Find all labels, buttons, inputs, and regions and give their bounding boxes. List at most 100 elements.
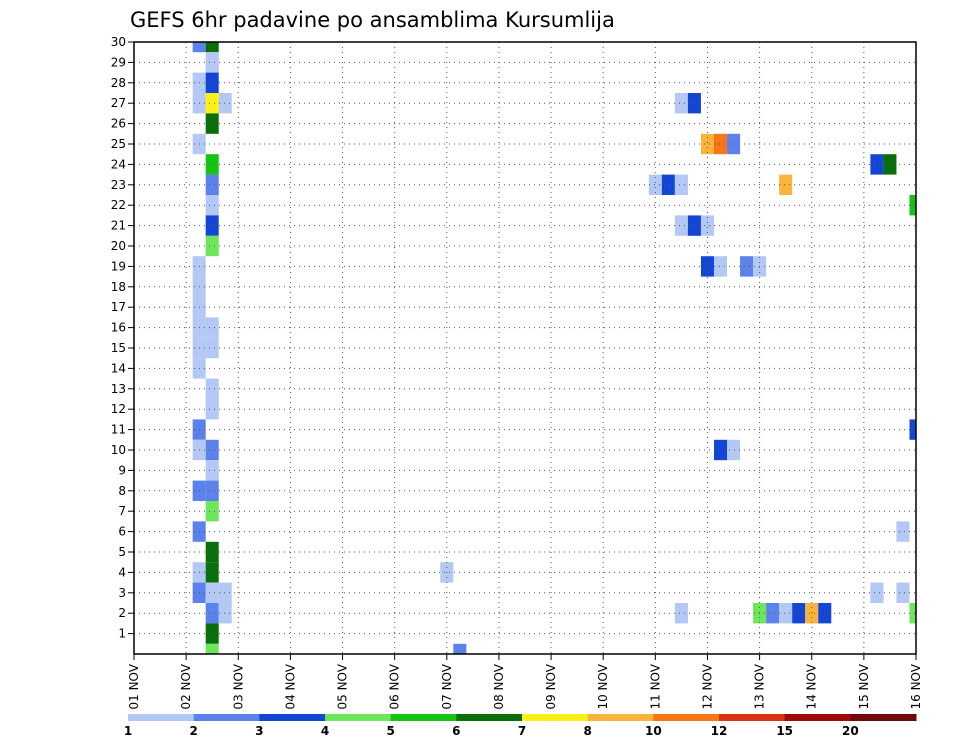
y-tick-label: 30	[111, 35, 126, 49]
heatmap-cell	[674, 603, 688, 624]
y-tick-label: 9	[118, 463, 126, 477]
y-tick-label: 27	[111, 96, 126, 110]
x-tick-label: 07 NOV	[440, 663, 454, 709]
colorbar-swatch	[193, 714, 260, 721]
heatmap-cell	[205, 480, 219, 501]
colorbar-label: 5	[386, 724, 394, 738]
heatmap-cell	[205, 643, 219, 654]
heatmap-cell	[205, 42, 219, 53]
colorbar-swatch	[325, 714, 392, 721]
heatmap-cell	[674, 174, 688, 195]
colorbar-label: 4	[321, 724, 329, 738]
colorbar-swatch	[653, 714, 720, 721]
y-tick-label: 14	[111, 361, 126, 375]
y-tick-label: 2	[118, 606, 126, 620]
heatmap-cell	[700, 215, 714, 236]
y-tick-label: 21	[111, 219, 126, 233]
heatmap-cell	[205, 174, 219, 195]
colorbar-label: 6	[452, 724, 460, 738]
heatmap-cell	[870, 582, 884, 603]
y-tick-label: 5	[118, 545, 126, 559]
x-tick-label: 05 NOV	[336, 663, 350, 709]
heatmap-cell	[205, 154, 219, 175]
heatmap-cell	[205, 603, 219, 624]
y-axis: 1234567891011121314151617181920212223242…	[111, 35, 134, 641]
x-tick-label: 16 NOV	[909, 663, 923, 709]
x-tick-label: 10 NOV	[596, 663, 610, 709]
x-tick-label: 01 NOV	[127, 663, 141, 709]
colorbar-swatch	[522, 714, 589, 721]
colorbar-label: 2	[189, 724, 197, 738]
x-tick-label: 03 NOV	[231, 663, 245, 709]
x-tick-label: 09 NOV	[544, 663, 558, 709]
colorbar: 1 2 3 4 5 6 7 8 10 12 15 20	[124, 714, 917, 738]
heatmap-cell	[205, 317, 219, 338]
heatmap-cell	[870, 154, 884, 175]
heatmap-cell	[766, 603, 780, 624]
y-tick-label: 18	[111, 280, 126, 294]
heatmap-cell	[674, 215, 688, 236]
y-tick-label: 29	[111, 55, 126, 69]
heatmap-cell	[805, 603, 819, 624]
heatmap-cell	[205, 113, 219, 134]
chart-title: GEFS 6hr padavine po ansamblima Kursumli…	[130, 8, 615, 32]
heatmap-cell	[205, 93, 219, 114]
heatmap-cell	[205, 501, 219, 522]
colorbar-swatch	[456, 714, 523, 721]
heatmap-cell	[909, 419, 916, 440]
heatmap-cell	[740, 256, 754, 277]
y-tick-label: 22	[111, 198, 126, 212]
colorbar-label: 8	[583, 724, 591, 738]
heatmap-cell	[779, 603, 793, 624]
y-tick-label: 19	[111, 259, 126, 273]
x-axis: 01 NOV 02 NOV 03 NOV 04 NOV 05 NOV 06 NOV 07 N…	[127, 654, 923, 710]
heatmap-cell	[909, 195, 916, 216]
colorbar-label: 3	[255, 724, 263, 738]
heatmap-cell	[205, 337, 219, 359]
heatmap-cell	[192, 42, 206, 53]
heatmap-cell	[205, 582, 219, 603]
heatmap-cell	[218, 582, 232, 603]
heatmap-cell	[648, 174, 662, 195]
colorbar-swatch	[390, 714, 457, 721]
colorbar-swatch	[850, 714, 917, 721]
x-tick-label: 12 NOV	[700, 663, 714, 709]
colorbar-swatch	[587, 714, 654, 721]
y-tick-label: 26	[111, 117, 126, 131]
colorbar-label: 1	[124, 724, 132, 738]
y-tick-label: 7	[118, 504, 126, 518]
y-tick-label: 13	[111, 382, 126, 396]
heatmap-cell	[661, 174, 675, 195]
colorbar-label: 10	[645, 724, 662, 738]
heatmap-cell	[218, 93, 232, 114]
heatmap-cell	[205, 623, 219, 644]
x-tick-label: 11 NOV	[648, 663, 662, 709]
heatmap-cell	[674, 93, 688, 114]
y-tick-label: 8	[118, 484, 126, 498]
colorbar-swatch	[719, 714, 786, 721]
y-tick-label: 10	[111, 443, 126, 457]
heatmap-cell	[896, 582, 910, 603]
heatmap-cell	[453, 643, 467, 654]
y-tick-label: 3	[118, 586, 126, 600]
x-tick-label: 02 NOV	[179, 663, 193, 709]
heatmap-cell	[727, 439, 741, 461]
colorbar-label: 15	[776, 724, 793, 738]
y-tick-label: 23	[111, 178, 126, 192]
y-tick-label: 6	[118, 525, 126, 539]
y-tick-label: 4	[118, 565, 126, 579]
heatmap-cell	[896, 521, 910, 542]
y-tick-label: 16	[111, 321, 126, 335]
heatmap-cell	[779, 174, 793, 195]
heatmap-cell	[713, 439, 728, 461]
heatmap-cell	[205, 541, 219, 563]
heatmap-cell	[700, 256, 714, 277]
heatmap-cell	[205, 72, 219, 93]
y-tick-label: 17	[111, 300, 126, 314]
heatmap-cell	[700, 133, 714, 155]
y-tick-label: 11	[111, 423, 126, 437]
y-tick-label: 1	[118, 627, 126, 641]
y-tick-label: 25	[111, 137, 126, 151]
heatmap-cell	[205, 460, 219, 481]
